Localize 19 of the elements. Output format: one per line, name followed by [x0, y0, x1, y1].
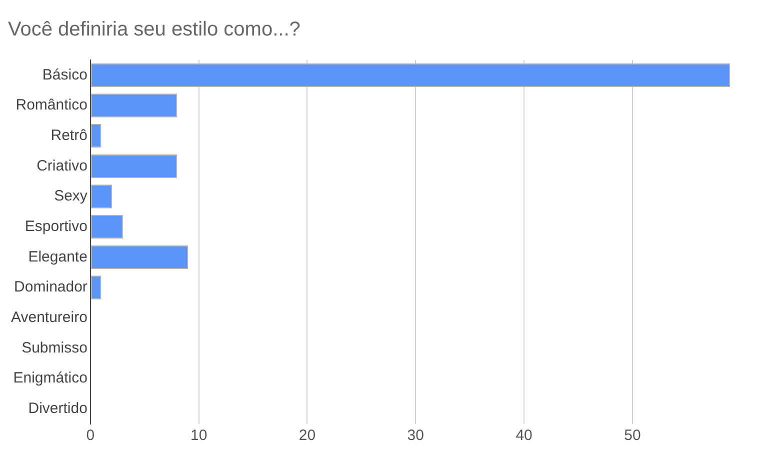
- x-tick-label: 0: [86, 427, 95, 444]
- x-tick-label: 20: [298, 427, 316, 444]
- y-tick-label: Elegante: [28, 248, 88, 266]
- y-tick-label: Criativo: [36, 157, 88, 174]
- x-tick-label: 30: [407, 427, 424, 444]
- y-tick-label: Dominador: [14, 278, 88, 296]
- x-tick-label: 10: [190, 427, 208, 444]
- y-tick-label: Romântico: [16, 96, 88, 114]
- y-tick-label: Submisso: [22, 339, 88, 356]
- y-tick-label: Básico: [42, 66, 88, 84]
- y-tick-label: Retrô: [50, 126, 88, 144]
- chart-title: Você definiria seu estilo como...?: [8, 18, 300, 41]
- x-tick-label: 40: [516, 427, 532, 444]
- y-tick-label: Enigmático: [13, 370, 88, 387]
- y-tick-label: Aventureiro: [11, 308, 88, 326]
- y-tick-label: Sexy: [54, 188, 88, 205]
- y-tick-label: Esportivo: [24, 218, 88, 235]
- x-tick-label: 50: [624, 427, 641, 444]
- y-tick-label: Divertido: [28, 400, 88, 417]
